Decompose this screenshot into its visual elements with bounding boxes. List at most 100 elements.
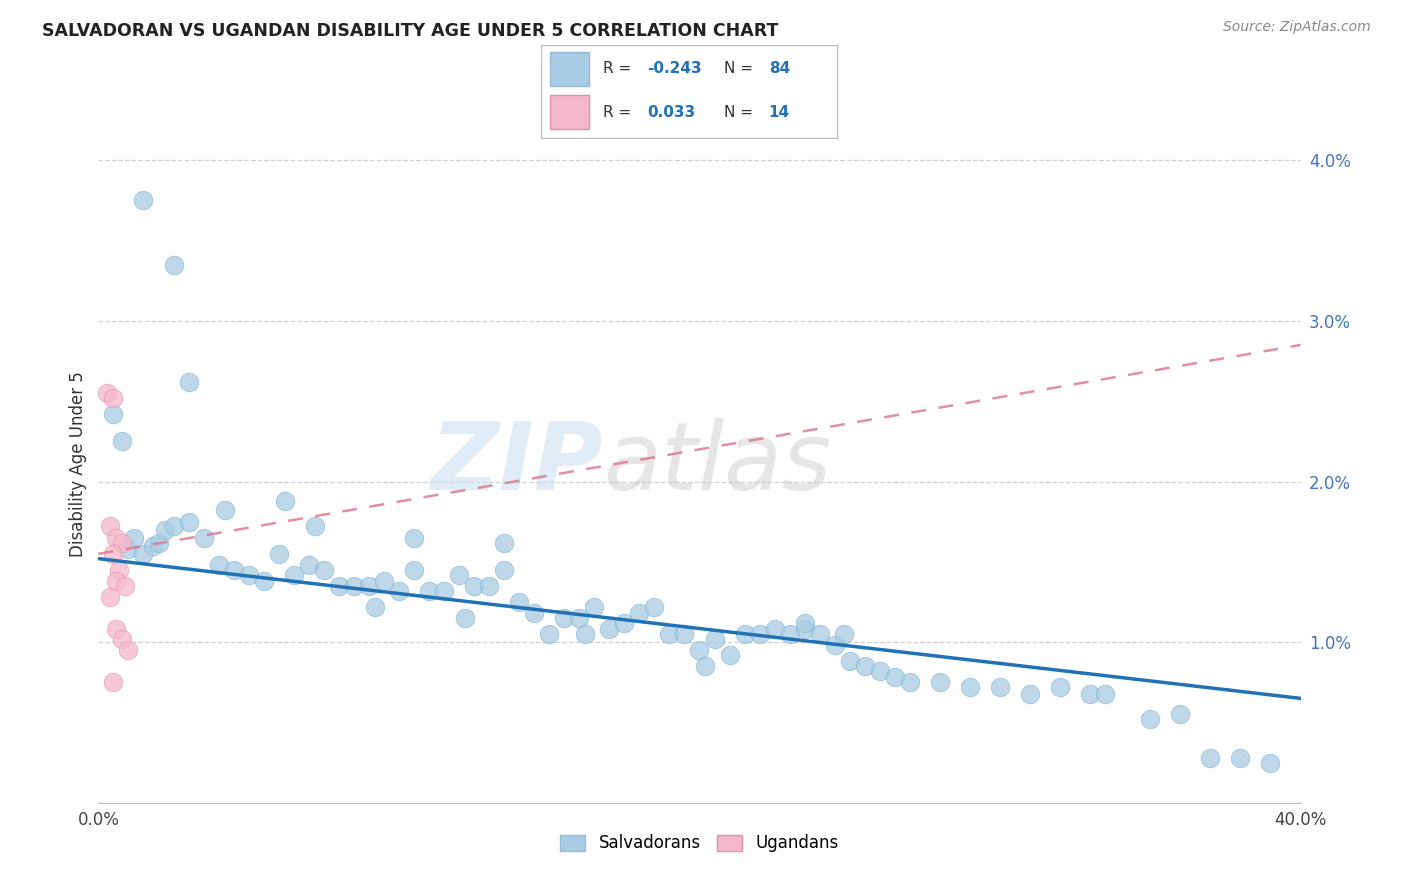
Point xyxy=(162,258,184,272)
Point xyxy=(402,563,425,577)
Point xyxy=(177,515,200,529)
Point xyxy=(463,579,485,593)
Point xyxy=(808,627,831,641)
Point xyxy=(388,583,411,598)
Point xyxy=(103,407,125,421)
Point xyxy=(1094,687,1116,701)
Point xyxy=(253,574,276,588)
Point xyxy=(373,574,395,588)
Point xyxy=(538,627,561,641)
Point xyxy=(838,655,860,669)
Point xyxy=(824,639,846,653)
Text: atlas: atlas xyxy=(603,418,831,509)
Point xyxy=(117,643,139,657)
Point xyxy=(1199,751,1222,765)
Point xyxy=(748,627,770,641)
Point xyxy=(343,579,366,593)
Point xyxy=(583,599,606,614)
Point xyxy=(100,519,122,533)
Text: 0.033: 0.033 xyxy=(648,104,696,120)
Point xyxy=(141,539,163,553)
Point xyxy=(1078,687,1101,701)
Text: Source: ZipAtlas.com: Source: ZipAtlas.com xyxy=(1223,20,1371,34)
Point xyxy=(598,622,620,636)
FancyBboxPatch shape xyxy=(550,95,589,129)
Point xyxy=(494,535,516,549)
Text: N =: N = xyxy=(724,62,758,77)
Point xyxy=(1019,687,1042,701)
Point xyxy=(793,622,815,636)
Point xyxy=(1260,756,1282,770)
Point xyxy=(478,579,501,593)
Point xyxy=(447,567,470,582)
Point xyxy=(177,375,200,389)
Legend: Salvadorans, Ugandans: Salvadorans, Ugandans xyxy=(554,828,845,859)
Point xyxy=(298,558,321,572)
Point xyxy=(553,611,575,625)
Point xyxy=(105,531,128,545)
Point xyxy=(357,579,380,593)
Y-axis label: Disability Age Under 5: Disability Age Under 5 xyxy=(69,371,87,557)
Point xyxy=(869,664,891,678)
Point xyxy=(111,434,134,449)
Text: 14: 14 xyxy=(769,104,790,120)
Point xyxy=(494,563,516,577)
Point xyxy=(108,563,131,577)
Point xyxy=(883,671,905,685)
Point xyxy=(433,583,456,598)
Point xyxy=(208,558,231,572)
Point xyxy=(111,535,134,549)
Text: SALVADORAN VS UGANDAN DISABILITY AGE UNDER 5 CORRELATION CHART: SALVADORAN VS UGANDAN DISABILITY AGE UND… xyxy=(42,22,779,40)
Point xyxy=(779,627,801,641)
Point xyxy=(148,535,170,549)
Text: R =: R = xyxy=(603,62,637,77)
Point xyxy=(628,606,651,620)
Point xyxy=(328,579,350,593)
Point xyxy=(124,531,146,545)
Text: ZIP: ZIP xyxy=(430,417,603,510)
Point xyxy=(162,519,184,533)
Point xyxy=(103,547,125,561)
Point xyxy=(267,547,290,561)
Point xyxy=(214,503,236,517)
Point xyxy=(658,627,681,641)
Text: -0.243: -0.243 xyxy=(648,62,702,77)
Point xyxy=(574,627,596,641)
Point xyxy=(1229,751,1251,765)
Point xyxy=(988,680,1011,694)
Point xyxy=(568,611,591,625)
Point xyxy=(718,648,741,662)
Point xyxy=(132,194,155,208)
Point xyxy=(689,643,711,657)
Point xyxy=(695,659,717,673)
Point xyxy=(364,599,387,614)
Point xyxy=(312,563,335,577)
Point xyxy=(222,563,245,577)
Point xyxy=(523,606,546,620)
Point xyxy=(703,632,725,646)
Point xyxy=(103,675,125,690)
Point xyxy=(898,675,921,690)
Point xyxy=(283,567,305,582)
Point xyxy=(117,541,139,556)
Point xyxy=(114,579,136,593)
Point xyxy=(1170,707,1192,722)
Point xyxy=(643,599,665,614)
Point xyxy=(1139,712,1161,726)
Point xyxy=(132,547,155,561)
Point xyxy=(929,675,952,690)
Point xyxy=(853,659,876,673)
Point xyxy=(304,519,326,533)
Text: N =: N = xyxy=(724,104,758,120)
Point xyxy=(238,567,260,582)
Point xyxy=(763,622,786,636)
Point xyxy=(1049,680,1071,694)
Point xyxy=(153,523,176,537)
Text: 84: 84 xyxy=(769,62,790,77)
Point xyxy=(402,531,425,545)
Point xyxy=(193,531,215,545)
Point xyxy=(793,615,815,630)
Point xyxy=(111,632,134,646)
Point xyxy=(418,583,440,598)
Point xyxy=(508,595,530,609)
